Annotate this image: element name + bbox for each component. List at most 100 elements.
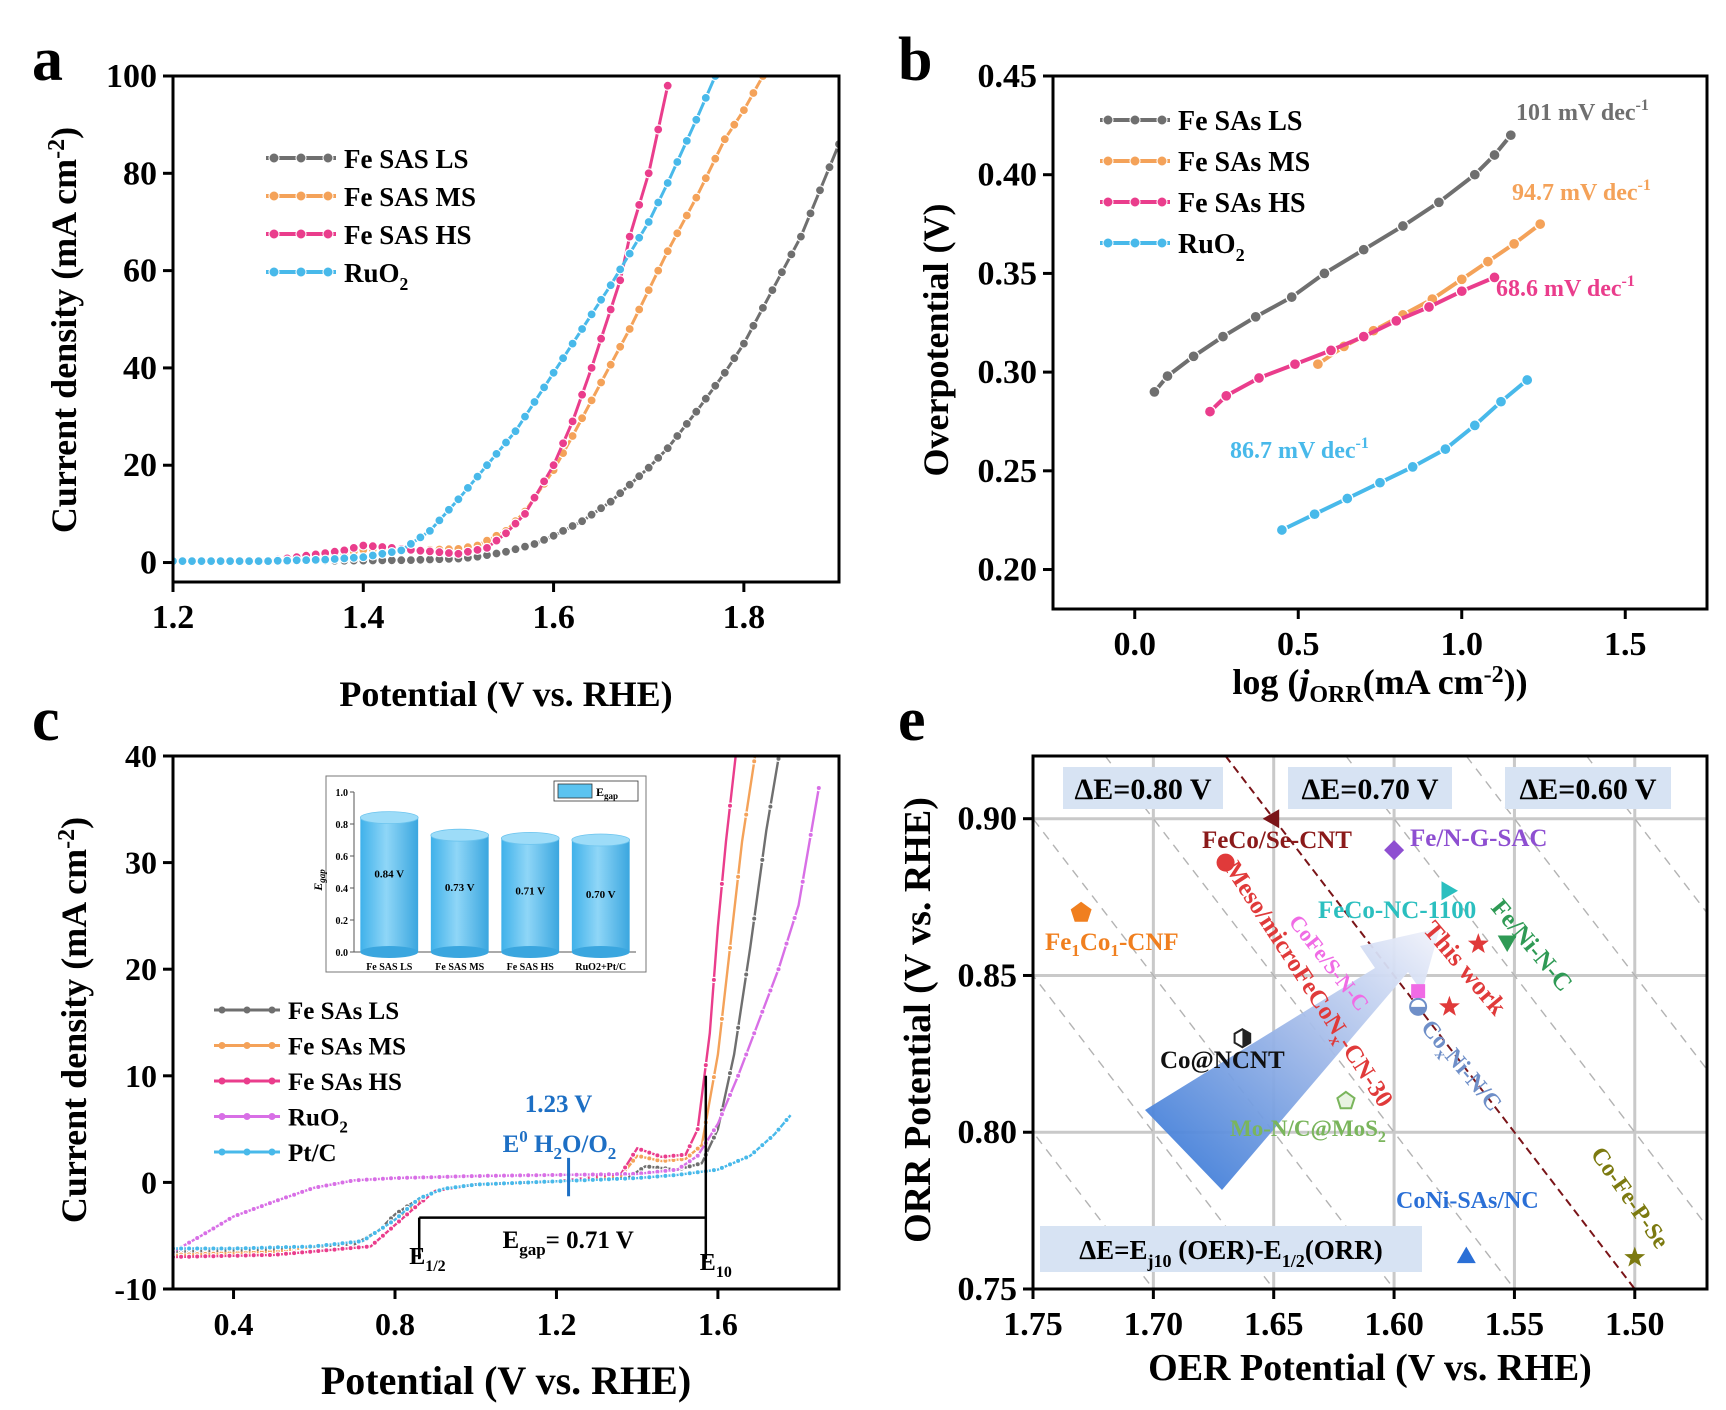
panel-a-series-0-point (615, 488, 626, 499)
panel-a-series-0-point (776, 267, 788, 278)
panel-c-series-4-point (355, 1238, 362, 1245)
panel-a-series-3-point (177, 555, 188, 567)
panel-c-series-4-point (662, 1172, 669, 1180)
panel-c-series-4-point (533, 1178, 540, 1186)
panel-b-legend-marker (1156, 237, 1168, 249)
panel-a-series-1-point (567, 430, 578, 442)
panel-b-series-0-point (1318, 267, 1331, 280)
panel-a-series-2-point (557, 438, 569, 449)
panel-a-series-3-point (377, 548, 388, 559)
panel-c-series-4-point (420, 1193, 427, 1201)
panel-b-series-3-point (1373, 476, 1387, 489)
panel-c-series-4-point (452, 1183, 459, 1191)
label-conisas: CoNi-SAs/NC (1396, 1188, 1539, 1214)
panel-c-xtick-label: 0.4 (214, 1306, 254, 1342)
panel-b-series-0-point (1148, 385, 1161, 399)
panel-a-legend-marker (268, 266, 280, 278)
inset-bar-top (430, 828, 490, 842)
panel-a-legend-marker (322, 152, 334, 164)
panel-b-legend-marker (1129, 155, 1141, 167)
panel-c-series-3-point (775, 966, 782, 973)
panel-c-series-3-point (274, 1196, 282, 1204)
panel-e-point-12 (1456, 1246, 1476, 1264)
inset-bar-top (500, 832, 560, 845)
panel-c-series-4-point (484, 1180, 491, 1188)
panel-b-legend-label-2: Fe SAs HS (1178, 188, 1306, 219)
inset-bar-base (430, 946, 489, 958)
panel-a-series-2-point (643, 168, 654, 179)
panel-e-xtick-label: 1.55 (1485, 1306, 1545, 1343)
panel-a-series-2-point (529, 492, 540, 503)
panel-b-ytick-label: 0.40 (978, 157, 1038, 194)
panel-a-series-0-point (672, 430, 683, 442)
panel-c-series-3-point (266, 1199, 274, 1207)
panel-e-ytick-label: 0.80 (958, 1114, 1018, 1151)
panel-c-series-3-point (581, 1171, 588, 1178)
panel-b-slope-label-1: 94.7 mV dec-1 (1512, 177, 1651, 206)
box-de070 (1288, 767, 1452, 809)
panel-c-series-3-point (379, 1175, 387, 1183)
panel-a-series-0-point (653, 452, 664, 463)
panel-b-series-0-point (1216, 330, 1230, 343)
label-fengsac: Fe/N-G-SAC (1410, 825, 1547, 852)
panel-c-series-4-point (686, 1170, 693, 1177)
panel-a-legend-marker (295, 190, 307, 202)
label-fecnc: FeCo-NC-1100 (1318, 897, 1476, 924)
panel-a-series-3-point (234, 555, 245, 567)
panel-c-series-2-point (250, 1252, 257, 1259)
panel-c-series-3-point (412, 1174, 419, 1181)
panel-c-series-4-point (347, 1239, 354, 1246)
panel-c-series-3-point (258, 1202, 265, 1210)
panel-c-series-1-point (710, 1073, 718, 1081)
panel-a-series-1-point (643, 285, 654, 296)
panel-b-legend-marker (1102, 196, 1114, 208)
panel-b-ytick-label: 0.30 (978, 354, 1038, 391)
label-mon: Mo-N/C@MoS2 (1230, 1116, 1386, 1146)
panel-a-series-2-point (615, 275, 626, 286)
panel-c-legend-label-3: RuO2 (288, 1105, 348, 1137)
panel-a-series-3-point (301, 554, 312, 566)
label-fecose: FeCo/Se-CNT (1202, 827, 1352, 854)
panel-a-series-1-point (576, 413, 588, 424)
panel-c-series-2-point (202, 1253, 209, 1260)
panel-c-series-4-point (299, 1243, 306, 1250)
panel-b-legend-marker (1156, 114, 1168, 126)
panel-c-series-4-point (193, 1245, 201, 1252)
panel-c-series-4-point (597, 1176, 605, 1183)
panel-a-series-0-point (681, 418, 692, 429)
panel-c-series-3-point (193, 1234, 201, 1242)
panel-c-series-3-point (444, 1173, 451, 1181)
panel-a-series-3-point (215, 555, 226, 567)
panel-e-point-5 (1497, 935, 1517, 952)
panel-b-series-3-point (1406, 460, 1419, 474)
panel-c-legend-marker (268, 1042, 276, 1049)
panel-a-series-1-point (634, 304, 645, 315)
panel-a-ytick-label: 40 (123, 350, 157, 387)
inset-category-2: Fe SAS HS (507, 962, 555, 973)
panel-c-legend-marker (218, 1006, 226, 1014)
panel-e-point-4 (1070, 901, 1092, 922)
inset-bar-value-2: 0.71 V (515, 885, 545, 897)
panel-a-series-3-point (196, 555, 207, 567)
panel-a-series-2-point (367, 541, 378, 552)
panel-a-series-3-point (272, 555, 283, 566)
panel-e-isoline (1033, 1131, 1154, 1289)
panel-c-legend-label-4: Pt/C (288, 1140, 337, 1167)
inset-ytick-label: 0.0 (336, 948, 349, 959)
panel-a-series-2-point (424, 546, 435, 557)
panel-label-b: b (898, 26, 932, 94)
panel-a-series-3-point (310, 554, 321, 566)
panel-c-series-4-point (557, 1177, 564, 1185)
panel-c-series-2-point (694, 1125, 701, 1133)
panel-c-series-0-point (743, 971, 750, 978)
panel-a-series-3-point (510, 426, 521, 437)
panel-c-series-3-point (557, 1171, 564, 1179)
panel-c-series-4-point (226, 1245, 233, 1252)
panel-b-xtick-label: 0.0 (1114, 626, 1157, 663)
panel-c-series-3-point (541, 1171, 548, 1179)
panel-a-series-2-point (443, 547, 454, 559)
panel-a-series-3-point (662, 177, 673, 189)
panel-a-series-1-point (738, 104, 750, 116)
panel-c-series-2-point (387, 1225, 395, 1232)
panel-b-axes: 0.0 0.5 1.0 1.5 0.20 0.25 0.30 0.35 0.40 0.45 (978, 58, 1647, 663)
